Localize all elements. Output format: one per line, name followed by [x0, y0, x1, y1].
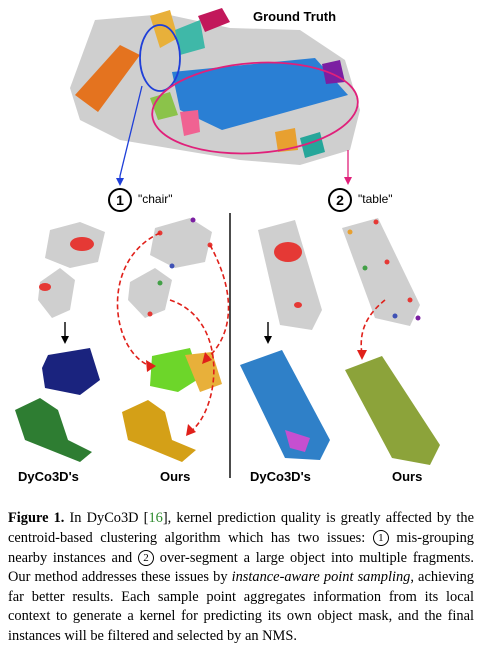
caption-part-4: over-segment a large object into multipl…: [8, 549, 474, 586]
caption-emphasis: instance-aware point sampling: [231, 569, 411, 586]
ours-chair-top: [128, 217, 213, 318]
caption-citation-link[interactable]: 16: [148, 510, 163, 527]
dyco-table-top: [258, 220, 322, 330]
col-label-dyco-chair: DyCo3D's: [18, 469, 79, 484]
ours-chair-gold: [122, 400, 196, 462]
dyco-chair-top: [38, 222, 105, 318]
marker-2: 2 "table": [328, 188, 393, 212]
caption-part-1: In DyCo3D [: [64, 510, 149, 527]
gt-blue-table: [172, 58, 348, 130]
marker-2-text: "table": [358, 192, 393, 207]
ours-table-olive: [345, 356, 440, 465]
caption-circled-1: 1: [372, 529, 389, 546]
caption-circled-2: 2: [138, 549, 154, 566]
caption-fig-label: Figure 1.: [8, 510, 65, 527]
gt-yellow-chair: [150, 10, 178, 48]
figure-caption: Figure 1. In DyCo3D [16], kernel predict…: [8, 509, 474, 646]
dyco-table-blue: [240, 350, 330, 460]
figure: Ground Truth 1 "chair" 2 "table" DyCo3D's …: [15, 8, 440, 484]
ours-table-top: [342, 218, 421, 326]
marker-2-number: 2: [328, 188, 352, 212]
marker-1-text: "chair": [138, 192, 173, 207]
col-label-ours-table: Ours: [392, 469, 423, 484]
gt-orange-object: [75, 45, 140, 112]
caption-part-5: , achieving far better results. Each sam…: [8, 569, 474, 644]
ground-truth-scene: [70, 8, 360, 165]
dyco-chair-green: [15, 398, 92, 462]
figure-graphics: [15, 8, 440, 478]
marker-1-number: 1: [108, 188, 132, 212]
col-label-dyco-table: DyCo3D's: [250, 469, 311, 484]
caption-part-2: ], kernel prediction quality is greatly …: [8, 510, 474, 546]
marker-1: 1 "chair": [108, 188, 173, 212]
dyco-chair-blue: [42, 348, 100, 395]
caption-part-3: mis-grouping nearby instances and: [8, 529, 474, 566]
col-label-ours-chair: Ours: [160, 469, 191, 484]
ground-truth-label: Ground Truth: [253, 9, 337, 24]
